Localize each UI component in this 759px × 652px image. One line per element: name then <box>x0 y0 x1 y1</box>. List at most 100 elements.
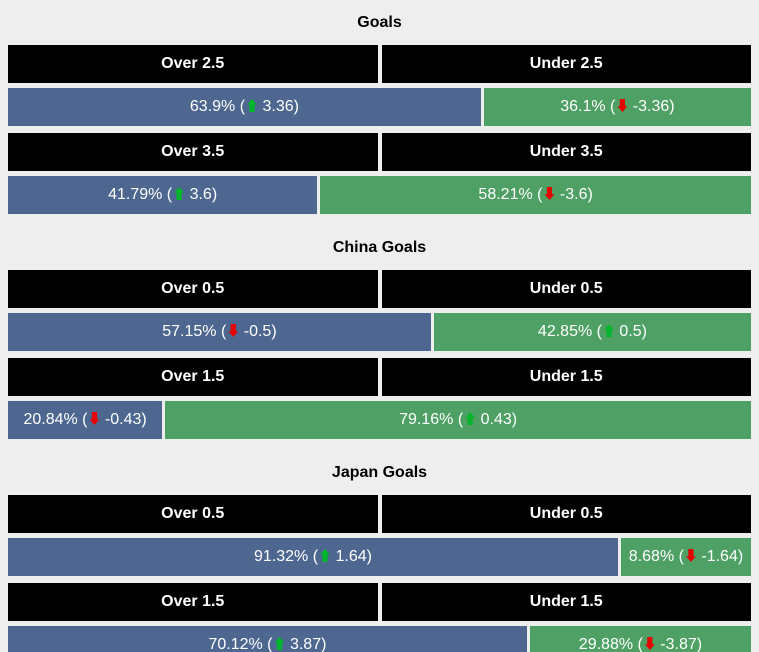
sections-root: Goals Over 2.5 Under 2.5 63.9% ( 3.36) 3… <box>8 10 751 652</box>
over-header-label: Over 3.5 <box>161 143 225 160</box>
over-bar-label: 41.79% ( 3.6) <box>108 186 217 204</box>
under-bar-segment: 58.21% ( -3.6) <box>320 176 751 214</box>
under-header-cell: Under 0.5 <box>381 495 751 533</box>
trend-up-arrow-icon <box>603 324 614 337</box>
probability-bar-row: 20.84% ( -0.43) 79.16% ( 0.43) <box>8 401 751 439</box>
section-title: Goals <box>357 14 402 31</box>
under-header-cell: Under 1.5 <box>381 358 751 396</box>
under-odds-text: 0.5) <box>614 323 647 340</box>
under-odds-text: -3.87) <box>655 636 703 652</box>
goals-section: China Goals Over 0.5 Under 0.5 57.15% ( … <box>8 221 751 439</box>
over-odds-text: -0.5) <box>239 323 277 340</box>
over-bar-segment: 41.79% ( 3.6) <box>8 176 318 214</box>
under-bar-label: 79.16% ( 0.43) <box>399 411 517 429</box>
under-header-label: Under 0.5 <box>529 280 603 297</box>
over-bar-segment: 70.12% ( 3.87) <box>8 626 527 652</box>
trend-down-arrow-icon <box>617 99 628 112</box>
trend-down-arrow-icon <box>544 187 555 200</box>
under-bar-label: 58.21% ( -3.6) <box>478 186 592 204</box>
probability-bar-row: 41.79% ( 3.6) 58.21% ( -3.6) <box>8 176 751 214</box>
under-header-label: Under 0.5 <box>529 505 603 522</box>
over-bar-segment: 63.9% ( 3.36) <box>8 88 481 126</box>
under-header-label: Under 1.5 <box>529 593 603 610</box>
under-bar-segment: 36.1% ( -3.36) <box>483 88 751 126</box>
section-title: Japan Goals <box>331 464 428 481</box>
over-bar-segment: 20.84% ( -0.43) <box>8 401 163 439</box>
market-block: Over 1.5 Under 1.5 70.12% ( 3.87) 29.88%… <box>8 583 751 652</box>
trend-up-arrow-icon <box>465 412 476 425</box>
over-bar-label: 57.15% ( -0.5) <box>162 323 276 341</box>
market-header-row: Over 3.5 Under 3.5 <box>8 133 751 171</box>
under-header-label: Under 2.5 <box>529 55 603 72</box>
over-bar-segment: 91.32% ( 1.64) <box>8 538 618 576</box>
goals-section: Goals Over 2.5 Under 2.5 63.9% ( 3.36) 3… <box>8 10 751 214</box>
trend-up-arrow-icon <box>320 549 331 562</box>
over-header-cell: Over 3.5 <box>8 133 378 171</box>
over-header-label: Over 2.5 <box>161 55 225 72</box>
under-pct-text: 79.16% ( <box>399 411 464 428</box>
under-pct-text: 36.1% ( <box>560 98 616 115</box>
section-rows: Over 2.5 Under 2.5 63.9% ( 3.36) 36.1% (… <box>8 45 751 214</box>
over-header-label: Over 0.5 <box>161 505 225 522</box>
probability-bar-row: 91.32% ( 1.64) 8.68% ( -1.64) <box>8 538 751 576</box>
over-header-cell: Over 2.5 <box>8 45 378 83</box>
over-header-cell: Over 1.5 <box>8 358 378 396</box>
over-odds-text: 1.64) <box>331 548 372 565</box>
over-bar-label: 63.9% ( 3.36) <box>190 98 299 116</box>
under-bar-label: 29.88% ( -3.87) <box>579 636 702 652</box>
market-header-row: Over 0.5 Under 0.5 <box>8 270 751 308</box>
over-bar-label: 70.12% ( 3.87) <box>208 636 326 652</box>
trend-down-arrow-icon <box>685 549 696 562</box>
market-header-row: Over 1.5 Under 1.5 <box>8 358 751 396</box>
under-bar-label: 42.85% ( 0.5) <box>538 323 647 341</box>
over-pct-text: 70.12% ( <box>208 636 273 652</box>
trend-down-arrow-icon <box>644 637 655 650</box>
under-bar-label: 36.1% ( -3.36) <box>560 98 674 116</box>
market-block: Over 0.5 Under 0.5 57.15% ( -0.5) 42.85%… <box>8 270 751 351</box>
under-header-cell: Under 1.5 <box>381 583 751 621</box>
under-pct-text: 29.88% ( <box>578 636 643 652</box>
probability-bar-row: 57.15% ( -0.5) 42.85% ( 0.5) <box>8 313 751 351</box>
under-header-cell: Under 3.5 <box>381 133 751 171</box>
over-header-label: Over 0.5 <box>161 280 225 297</box>
over-header-label: Over 1.5 <box>161 593 225 610</box>
goals-section: Japan Goals Over 0.5 Under 0.5 91.32% ( … <box>8 446 751 652</box>
under-odds-text: -3.36) <box>628 98 675 115</box>
over-pct-text: 63.9% ( <box>189 98 246 115</box>
market-block: Over 3.5 Under 3.5 41.79% ( 3.6) 58.21% … <box>8 133 751 214</box>
market-header-row: Over 2.5 Under 2.5 <box>8 45 751 83</box>
over-header-cell: Over 0.5 <box>8 270 378 308</box>
probability-bar-row: 63.9% ( 3.36) 36.1% ( -3.36) <box>8 88 751 126</box>
under-bar-segment: 79.16% ( 0.43) <box>165 401 751 439</box>
over-odds-text: 3.36) <box>258 98 299 115</box>
over-header-label: Over 1.5 <box>161 368 225 385</box>
under-header-cell: Under 0.5 <box>381 270 751 308</box>
under-bar-label: 8.68% ( -1.64) <box>629 548 743 566</box>
over-pct-text: 91.32% ( <box>254 548 319 565</box>
under-pct-text: 8.68% ( <box>628 548 684 565</box>
section-rows: Over 0.5 Under 0.5 57.15% ( -0.5) 42.85%… <box>8 270 751 439</box>
under-bar-segment: 42.85% ( 0.5) <box>433 313 751 351</box>
under-bar-segment: 8.68% ( -1.64) <box>621 538 751 576</box>
over-pct-text: 57.15% ( <box>162 323 227 340</box>
over-bar-label: 91.32% ( 1.64) <box>254 548 372 566</box>
over-bar-label: 20.84% ( -0.43) <box>23 411 146 429</box>
over-odds-text: 3.87) <box>285 636 327 652</box>
under-pct-text: 42.85% ( <box>537 323 602 340</box>
under-pct-text: 58.21% ( <box>478 186 543 203</box>
trend-up-arrow-icon <box>274 637 285 650</box>
over-odds-text: -0.43) <box>100 411 147 428</box>
market-block: Over 0.5 Under 0.5 91.32% ( 1.64) 8.68% … <box>8 495 751 576</box>
market-block: Over 2.5 Under 2.5 63.9% ( 3.36) 36.1% (… <box>8 45 751 126</box>
section-rows: Over 0.5 Under 0.5 91.32% ( 1.64) 8.68% … <box>8 495 751 652</box>
under-odds-text: -1.64) <box>696 548 744 565</box>
over-header-cell: Over 1.5 <box>8 583 378 621</box>
over-header-cell: Over 0.5 <box>8 495 378 533</box>
over-pct-text: 41.79% ( <box>108 186 173 203</box>
trend-up-arrow-icon <box>174 187 185 200</box>
under-header-cell: Under 2.5 <box>381 45 751 83</box>
under-header-label: Under 1.5 <box>529 368 603 385</box>
under-odds-text: 0.43) <box>476 411 518 428</box>
under-bar-segment: 29.88% ( -3.87) <box>529 626 751 652</box>
